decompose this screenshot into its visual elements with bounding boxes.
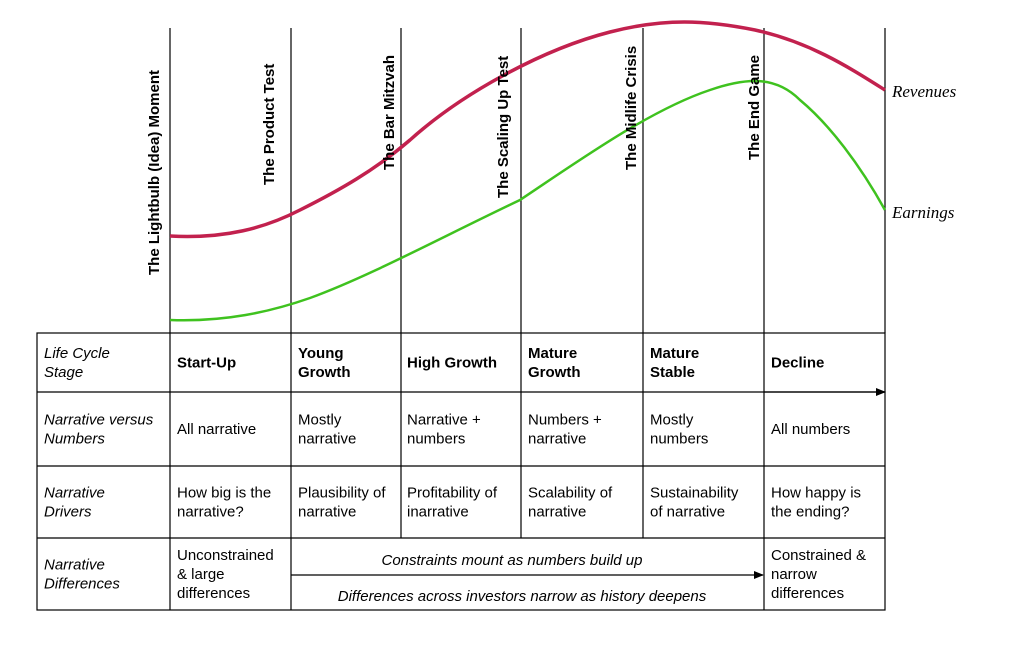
table-cell: narrative?: [177, 504, 244, 521]
stage-moment-labels: The Lightbulb (Idea) Moment The Product …: [146, 46, 763, 275]
moment-label: The Lightbulb (Idea) Moment: [146, 70, 163, 275]
table-cell: Plausibility of: [298, 485, 386, 502]
table-cell: Profitability of: [407, 485, 498, 502]
moment-label: The End Game: [746, 55, 763, 160]
row-header: Narrative: [44, 485, 105, 502]
table-cell: Mature: [528, 345, 577, 362]
table-cell: Mature: [650, 345, 699, 362]
table-cell: narrative: [528, 504, 586, 521]
table-cell: differences: [177, 585, 250, 602]
table-cell: of narrative: [650, 504, 725, 521]
table-cell: Growth: [298, 364, 351, 381]
table-cell: Scalability of: [528, 485, 613, 502]
row-header: Drivers: [44, 504, 92, 521]
table-cell: Constrained &: [771, 547, 866, 564]
table-cell: Narrative +: [407, 412, 481, 429]
table-cell: Young: [298, 345, 344, 362]
table-cell: narrow: [771, 566, 817, 583]
table-cell: narrative: [528, 431, 586, 448]
table-text: Life Cycle Stage Start-Up Young Growth High G…: [44, 345, 866, 605]
table-cell: Unconstrained: [177, 547, 274, 564]
table-cell: All narrative: [177, 421, 256, 438]
table-cell: & large: [177, 566, 225, 583]
table-cell: differences: [771, 585, 844, 602]
moment-label: The Scaling Up Test: [495, 56, 512, 198]
moment-label: The Bar Mitzvah: [381, 55, 398, 170]
table-cell: How happy is: [771, 485, 861, 502]
table-cell: How big is the: [177, 485, 271, 502]
table-cell: Numbers +: [528, 412, 602, 429]
table-cell: Sustainability: [650, 485, 739, 502]
moment-label: The Midlife Crisis: [623, 46, 640, 170]
table-cell: Growth: [528, 364, 581, 381]
differences-note: Differences across investors narrow as h…: [338, 588, 707, 605]
table-cell: the ending?: [771, 504, 849, 521]
table-cell: Start-Up: [177, 355, 236, 372]
row-header: Differences: [44, 576, 120, 593]
table-cell: High Growth: [407, 355, 497, 372]
earnings-label: Earnings: [891, 203, 955, 222]
table-cell: numbers: [650, 431, 708, 448]
table-border: [36, 332, 886, 611]
table-cell: narrative: [298, 431, 356, 448]
row-header: Numbers: [44, 431, 105, 448]
row-header: Stage: [44, 364, 83, 381]
table-cell: Mostly: [298, 412, 342, 429]
row-header: Narrative versus: [44, 412, 154, 429]
moment-label: The Product Test: [261, 64, 278, 185]
revenues-curve: [169, 20, 886, 239]
row-header: Narrative: [44, 557, 105, 574]
table-cell: numbers: [407, 431, 465, 448]
constraints-note: Constraints mount as numbers build up: [382, 552, 643, 569]
table-cell: inarrative: [407, 504, 469, 521]
stage-dividers: [169, 28, 886, 333]
life-cycle-table: [36, 332, 886, 611]
revenues-label: Revenues: [891, 82, 957, 101]
table-cell: All numbers: [771, 421, 850, 438]
earnings-curve: [169, 79, 887, 322]
table-cell: narrative: [298, 504, 356, 521]
table-cell: Mostly: [650, 412, 694, 429]
table-cell: Stable: [650, 364, 695, 381]
table-cell: Decline: [771, 355, 824, 372]
row-header: Life Cycle: [44, 345, 110, 362]
